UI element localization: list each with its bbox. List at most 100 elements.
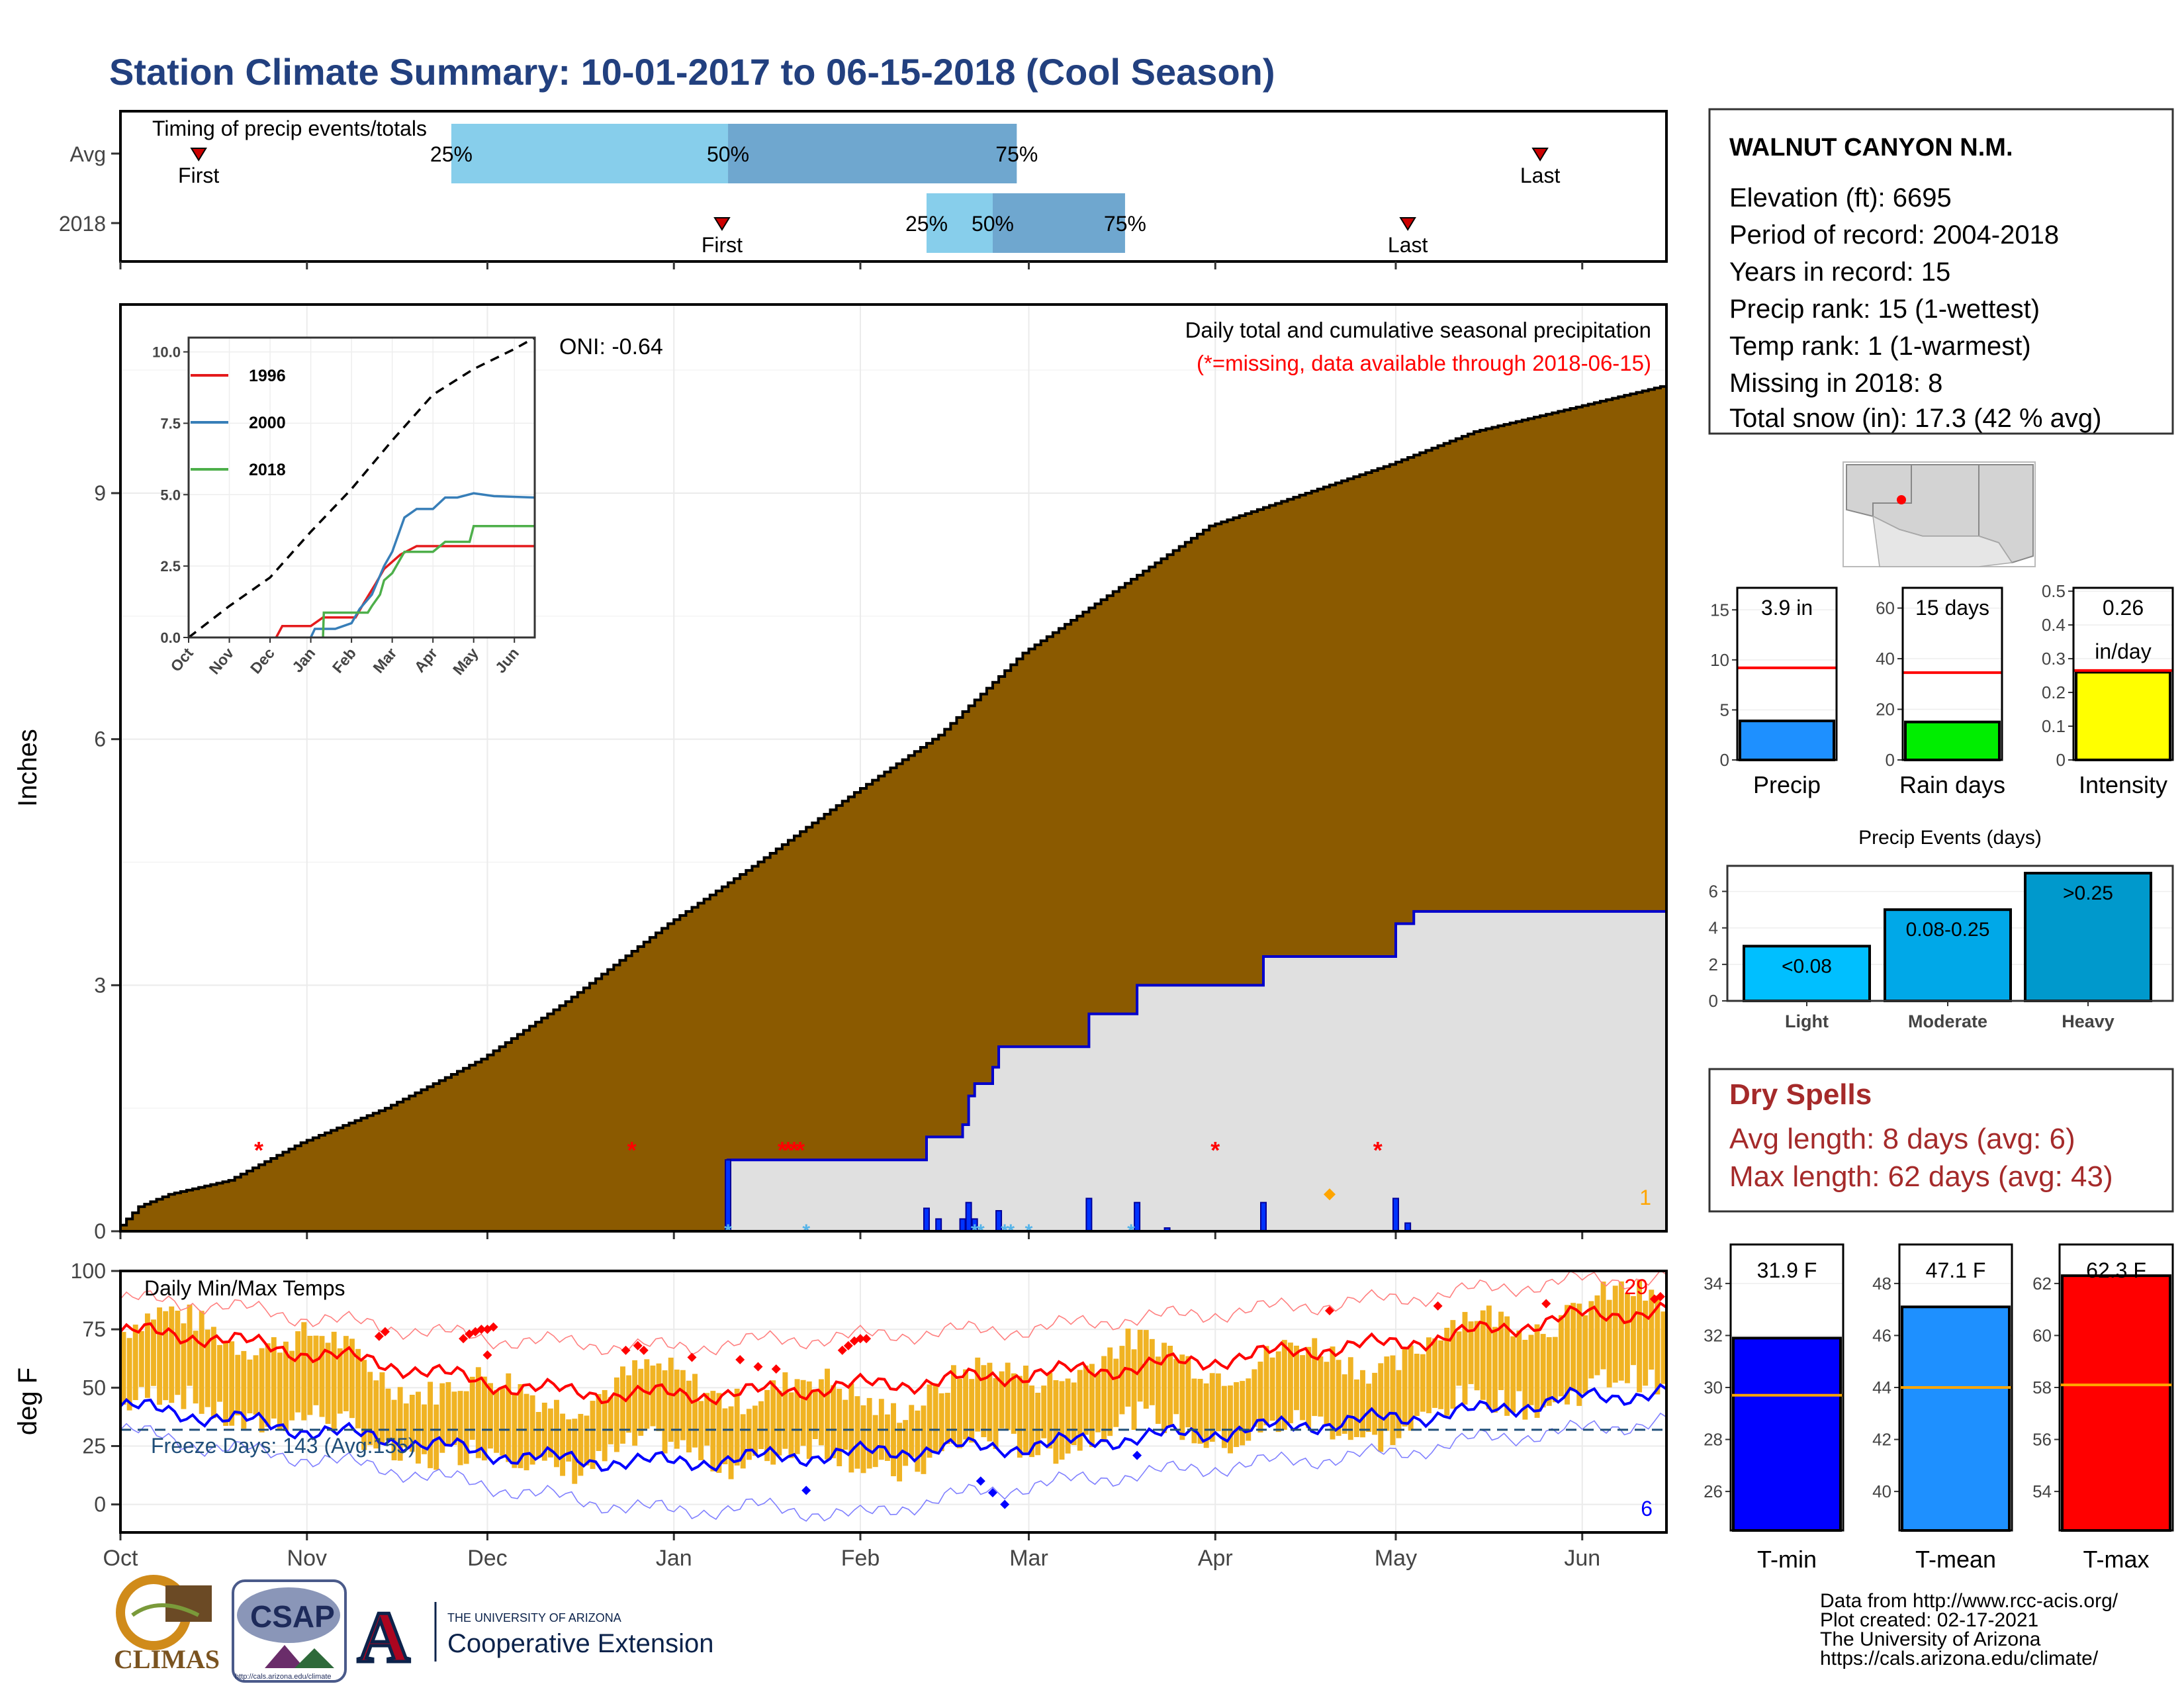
daily-temp-bar: [1251, 1369, 1257, 1427]
timing-row-label: Avg: [69, 142, 106, 166]
precip-events-chart: <0.08 Light 0.08-0.25 Moderate >0.25 Heavy 0 2 4…: [1709, 827, 2174, 1031]
temp-title: Daily Min/Max Temps: [144, 1276, 345, 1300]
ua-logo: A THE UNIVERSITY OF ARIZONA Cooperative …: [356, 1595, 714, 1679]
daily-temp-bar: [1631, 1296, 1636, 1366]
mini-precip-ytick-label: 5: [1720, 700, 1729, 720]
daily-temp-bar: [301, 1322, 307, 1421]
daily-temp-bar: [1300, 1355, 1306, 1421]
daily-temp-bar: [1366, 1383, 1372, 1432]
mini-precip-ytick-label: 0.4: [2042, 615, 2066, 635]
daily-temp-bar: [367, 1372, 373, 1446]
daily-temp-bar: [818, 1379, 824, 1446]
daily-temp-bar: [1215, 1373, 1221, 1432]
csap-logo: CSAP http://cals.arizona.edu/climate: [232, 1579, 347, 1683]
daily-temp-bar: [1384, 1356, 1390, 1431]
daily-temp-bar: [987, 1362, 993, 1442]
daily-temp-bar: [1059, 1381, 1065, 1460]
record-low-marker: [1000, 1499, 1010, 1509]
daily-temp-bar: [950, 1365, 956, 1444]
mini-temp-bars: 26 28 30 32 34 31.9 F T-min 40 42 44 46 48 47.1 F T-m…: [1704, 1243, 2174, 1573]
record-high-marker: [856, 1334, 866, 1344]
daily-temp-bar: [373, 1380, 379, 1449]
daily-temp-bar: [259, 1348, 265, 1432]
daily-temp-bar: [1600, 1282, 1606, 1370]
mini-precip-ytick-label: 0.1: [2042, 716, 2066, 736]
missing-day-marker: *: [627, 1137, 637, 1164]
daily-temp-bar: [1588, 1301, 1594, 1379]
month-xtick-label: May: [1375, 1546, 1417, 1571]
daily-temp-bar: [993, 1378, 999, 1449]
daily-temp-bar: [1330, 1346, 1336, 1440]
daily-temp-bar: [247, 1359, 253, 1414]
daily-temp-bar: [403, 1403, 409, 1448]
mini-precip-ytick-label: 0: [1720, 750, 1729, 770]
daily-temp-bar: [578, 1413, 584, 1476]
daily-temp-bar: [361, 1360, 367, 1450]
daily-temp-bar: [1540, 1334, 1546, 1408]
daily-temp-bar: [1246, 1378, 1251, 1441]
mini-temp-bar: [2061, 1274, 2171, 1532]
timing-last-label: Last: [1520, 164, 1561, 187]
daily-temp-bar: [163, 1311, 169, 1401]
events-title: Precip Events (days): [1858, 827, 2042, 849]
missing-day-marker: *: [1210, 1137, 1220, 1164]
daily-temp-bar: [271, 1337, 277, 1419]
daily-temp-bar: [1197, 1378, 1203, 1444]
events-ytick-label: 6: [1709, 882, 1718, 902]
daily-temp-bar: [1269, 1357, 1275, 1421]
mini-temp-ytick-label: 54: [2032, 1481, 2052, 1501]
daily-temp-bar: [1655, 1295, 1661, 1395]
station-line: Precip rank: 15 (1-wettest): [1729, 295, 2040, 324]
daily-temp-bar: [1017, 1376, 1023, 1458]
temp-frame: [119, 1270, 1668, 1534]
events-bar-label: >0.25: [2063, 882, 2113, 904]
station-line: Total snow (in): 17.3 (42 % avg): [1729, 404, 2101, 433]
record-high-marker: [374, 1331, 384, 1341]
station-info-box: WALNUT CANYON N.M. Elevation (ft): 6695 …: [1708, 108, 2174, 435]
mini-temp-ytick-label: 44: [1872, 1378, 1891, 1397]
daily-temp-bar: [500, 1387, 506, 1456]
station-line: Years in record: 15: [1729, 258, 1950, 287]
daily-temp-bar: [506, 1373, 512, 1462]
daily-temp-bar: [229, 1341, 235, 1426]
daily-temp-bar: [1618, 1281, 1624, 1381]
mini-temp-ytick-label: 62: [2032, 1274, 2052, 1293]
mini-precip-ytick-label: 0.2: [2042, 682, 2066, 702]
daily-temp-bar: [463, 1391, 469, 1464]
daily-precip-bar: [935, 1218, 942, 1232]
daily-temp-bar: [439, 1383, 445, 1453]
mini-temp-ytick-label: 32: [1704, 1325, 1723, 1345]
month-xtick-label: Jan: [656, 1546, 692, 1571]
precip-ytick-label: 9: [94, 481, 106, 505]
daily-temp-bar: [1167, 1345, 1173, 1428]
footer-line: Plot created: 02-17-2021: [1820, 1609, 2038, 1631]
daily-temp-bar: [1528, 1335, 1534, 1405]
record-high-marker: [1655, 1291, 1665, 1301]
mini-temp-ytick-label: 42: [1872, 1430, 1891, 1450]
events-category-label: Heavy: [2062, 1011, 2115, 1031]
timing-title: Timing of precip events/totals: [152, 117, 427, 140]
daily-temp-bar: [1191, 1378, 1197, 1444]
daily-temp-bar: [518, 1383, 523, 1468]
daily-temp-bar: [806, 1381, 812, 1459]
daily-temp-bar: [1023, 1365, 1028, 1453]
daily-temp-bar: [848, 1383, 854, 1473]
daily-temp-bar: [722, 1408, 728, 1464]
mini-temp-bar: [1732, 1336, 1842, 1532]
daily-temp-bar: [1234, 1382, 1240, 1447]
daily-temp-bar: [337, 1348, 343, 1414]
daily-temp-bar: [692, 1374, 698, 1448]
daily-temp-bar: [662, 1370, 668, 1454]
daily-temp-bar: [614, 1377, 619, 1452]
daily-temp-bar: [1071, 1382, 1077, 1446]
daily-temp-bar: [1546, 1337, 1552, 1406]
daily-temp-bar: [1426, 1337, 1432, 1413]
events-ytick-label: 0: [1709, 991, 1718, 1011]
daily-temp-bar: [523, 1393, 529, 1471]
daily-temp-bar: [241, 1350, 247, 1429]
daily-temp-bar: [433, 1404, 439, 1470]
daily-temp-bar: [800, 1380, 806, 1446]
daily-temp-bar: [596, 1393, 602, 1452]
daily-temp-bar: [1498, 1311, 1504, 1390]
